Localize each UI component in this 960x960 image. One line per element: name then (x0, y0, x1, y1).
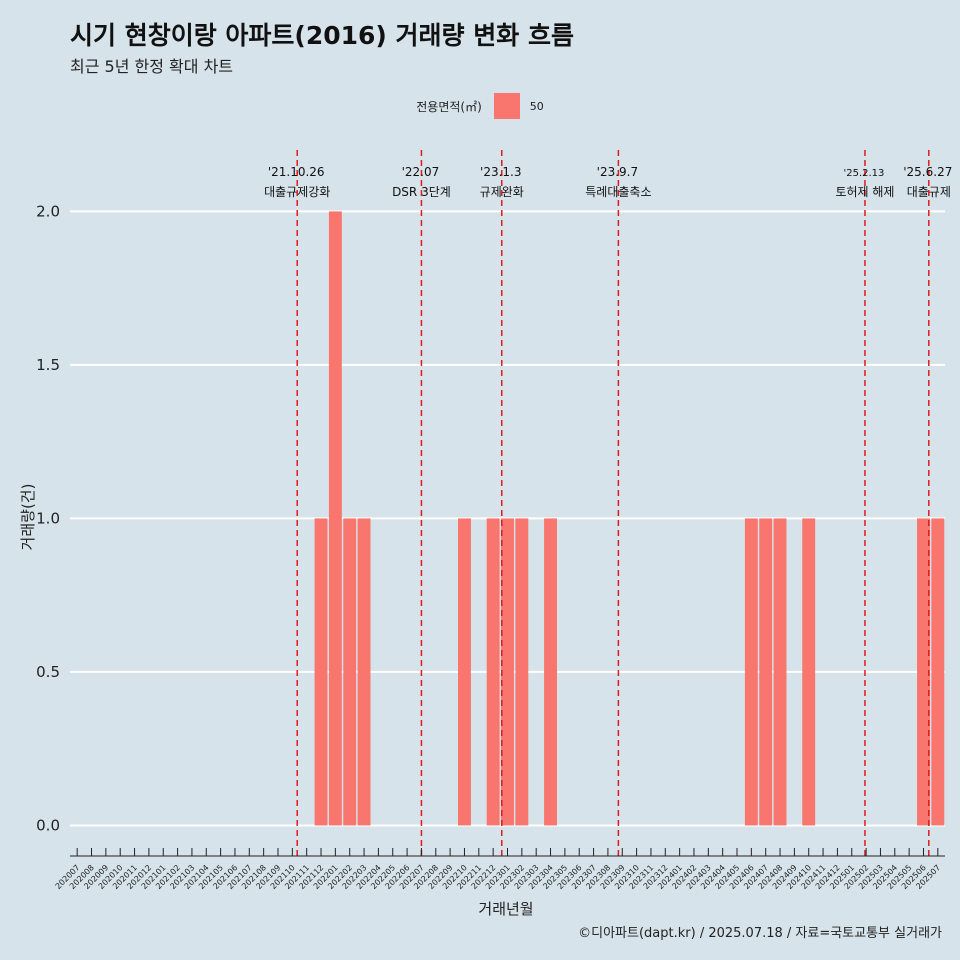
event-label: 특례대출축소 (585, 185, 651, 199)
event-date-label: '25.2.13 (843, 168, 884, 179)
event-label: DSR 3단계 (392, 185, 451, 199)
bar (501, 518, 514, 826)
event-lines: '21.10.26 대출규제강화 '22.07 DSR 3단계 '23.1.3 규제완화 '… (264, 150, 952, 856)
bar (357, 518, 371, 826)
bar (515, 518, 529, 826)
y-axis-title: 거래량(건) (19, 484, 37, 551)
legend-label: 50 (529, 99, 544, 113)
bar (343, 518, 357, 826)
x-axis (70, 848, 945, 857)
legend-swatch (493, 93, 520, 119)
bar (759, 518, 773, 826)
bar (931, 518, 945, 826)
bar (802, 518, 816, 826)
y-tick-label: 0.0 (36, 816, 60, 834)
y-tick-label: 0.5 (36, 663, 60, 681)
bars (314, 211, 945, 826)
bar (773, 518, 787, 826)
legend: 전용면적(㎡) 50 (0, 93, 960, 119)
bar (917, 518, 930, 826)
bar (486, 518, 500, 826)
event-label: 규제완화 (480, 185, 524, 199)
y-tick-label: 1.5 (36, 356, 60, 374)
y-tick-label: 2.0 (36, 202, 60, 220)
bar (744, 518, 758, 826)
bar (314, 518, 328, 826)
bar (328, 211, 342, 826)
bar (458, 518, 471, 826)
event-label: 토허제 해제 (835, 185, 894, 199)
caption: ©디아파트(dapt.kr) / 2025.07.18 / 자료=국토교통부 실… (578, 926, 942, 941)
event-date-label: '22.07 (402, 165, 440, 179)
event-date-label: '21.10.26 (268, 165, 325, 179)
x-axis-title: 거래년월 (478, 900, 533, 918)
y-tick-label: 1.0 (36, 509, 60, 527)
chart-title: 시기 현창이랑 아파트(2016) 거래량 변화 흐름 (70, 21, 574, 50)
event-date-label: '25.6.27 (903, 165, 952, 179)
event-label: 대출규제강화 (264, 185, 330, 199)
event-date-label: '23.1.3 (480, 165, 521, 179)
event-label: 대출규제 (907, 185, 951, 199)
y-axis-ticks: 0.0 0.5 1.0 1.5 2.0 (36, 202, 60, 834)
x-axis-ticks: 2020072020082020092020102020112020122021… (54, 863, 943, 891)
bar (544, 518, 557, 826)
legend-title: 전용면적(㎡) (416, 99, 482, 114)
event-date-label: '23.9.7 (597, 165, 638, 179)
chart-subtitle: 최근 5년 한정 확대 차트 (70, 57, 234, 76)
